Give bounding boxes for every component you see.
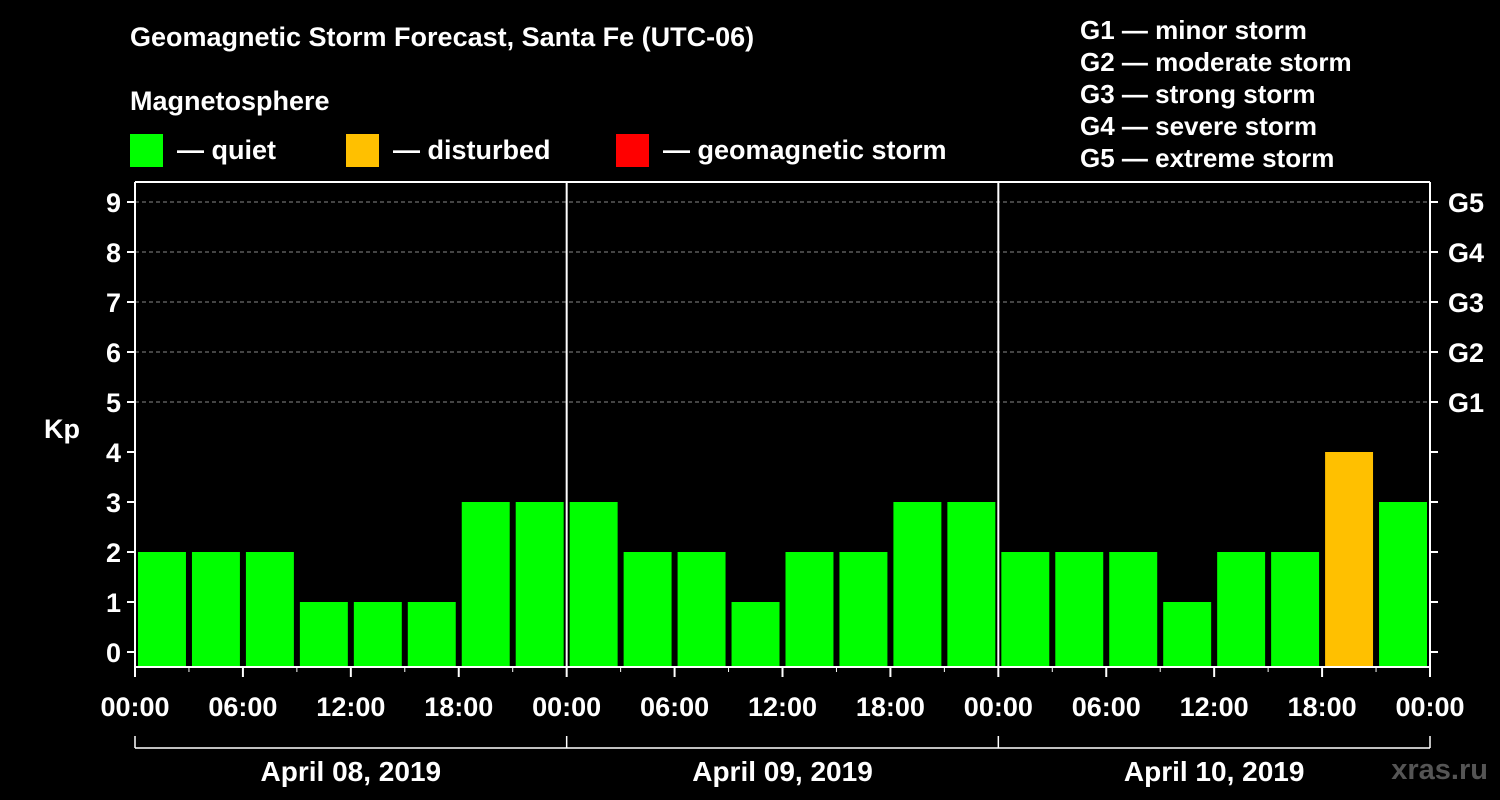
x-tick-label-1: 06:00 [208,692,277,722]
bar-layer [138,452,1427,667]
x-tick-label-9: 06:00 [1072,692,1141,722]
day-label-1: April 09, 2019 [692,756,873,787]
y-tick-label-1: 1 [106,588,121,618]
y-axis-label: Kp [44,414,80,444]
g-scale-g3: G3 — strong storm [1080,79,1316,109]
legend-disturbed: — disturbed [346,133,551,167]
bar-1 [191,552,240,667]
legend-quiet-label: — quiet [177,134,276,165]
bar-12 [785,552,834,667]
g-scale-g2: G2 — moderate storm [1080,47,1352,77]
x-tick-label-3: 18:00 [424,692,493,722]
bar-5 [407,602,456,667]
bar-6 [461,502,510,667]
chart-subtitle: Magnetosphere [130,86,330,116]
bar-17 [1055,552,1104,667]
day-label-2: April 10, 2019 [1124,756,1305,787]
right-tick-label-g2: G2 [1448,338,1484,368]
x-tick-label-6: 12:00 [748,692,817,722]
bar-9 [623,552,672,667]
legend-storm: — geomagnetic storm [616,133,947,167]
bar-19 [1163,602,1212,667]
bar-0 [138,552,186,667]
right-tick-label-g5: G5 [1448,188,1484,218]
bar-7 [515,502,564,667]
right-tick-label-g1: G1 [1448,388,1484,418]
bar-4 [353,602,402,667]
bar-3 [299,602,348,667]
legend-quiet-swatch [130,133,163,167]
y-tick-label-5: 5 [106,388,121,418]
x-tick-label-8: 00:00 [964,692,1033,722]
x-tick-label-5: 06:00 [640,692,709,722]
bar-15 [947,502,996,667]
watermark: xras.ru [1391,754,1488,786]
chart-title: Geomagnetic Storm Forecast, Santa Fe (UT… [130,22,755,52]
right-tick-label-g4: G4 [1448,238,1484,268]
x-tick-label-10: 12:00 [1180,692,1249,722]
g-scale-g1: G1 — minor storm [1080,15,1307,45]
bar-20 [1217,552,1266,667]
g-scale-legend: G1 — minor storm G2 — moderate storm G3 … [1080,14,1352,174]
axis-layer: 0 1 2 3 4 5 6 7 8 9 G1 G2 G3 G4 G5 00:00 06:00 12:00 18:00… [100,188,1484,787]
bar-8 [569,502,618,667]
y-tick-label-3: 3 [106,488,121,518]
legend-disturbed-swatch [346,133,379,167]
x-tick-label-2: 12:00 [316,692,385,722]
x-tick-label-12: 00:00 [1395,692,1464,722]
grid-layer [135,201,1430,403]
legend-disturbed-label: — disturbed [393,134,551,165]
y-tick-label-0: 0 [106,638,121,668]
y-tick-label-2: 2 [106,538,121,568]
legend-quiet: — quiet [130,133,276,167]
legend-storm-label: — geomagnetic storm [663,134,947,165]
x-tick-label-4: 00:00 [532,692,601,722]
g-scale-g4: G4 — severe storm [1080,111,1318,141]
bar-16 [1001,552,1050,667]
bar-14 [893,502,942,667]
y-tick-label-9: 9 [106,188,121,218]
y-tick-label-4: 4 [106,438,121,468]
bar-21 [1271,552,1320,667]
bar-23 [1379,502,1427,667]
y-tick-label-8: 8 [106,238,121,268]
bar-2 [245,552,294,667]
bar-11 [731,602,780,667]
x-tick-label-7: 18:00 [856,692,925,722]
bar-18 [1109,552,1158,667]
x-tick-label-0: 00:00 [100,692,169,722]
bar-22 [1325,452,1374,667]
bar-13 [839,552,888,667]
right-tick-label-g3: G3 [1448,288,1484,318]
g-scale-g5: G5 — extreme storm [1080,143,1335,173]
bar-10 [677,552,726,667]
x-tick-label-11: 18:00 [1288,692,1357,722]
y-tick-label-6: 6 [106,338,121,368]
legend-storm-swatch [616,133,649,167]
y-tick-label-7: 7 [106,288,121,318]
day-label-0: April 08, 2019 [261,756,442,787]
